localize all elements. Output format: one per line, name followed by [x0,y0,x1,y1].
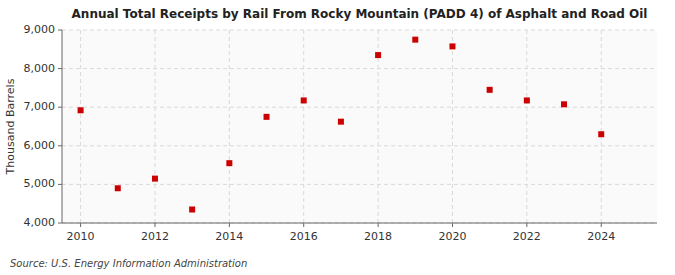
x-tick-label: 2012 [141,230,169,243]
points [78,37,605,213]
x-tick [80,223,81,227]
y-grid-line [62,145,657,146]
y-axis-line [62,30,63,223]
point [152,176,158,182]
x-tick-label: 2020 [438,230,466,243]
point [264,114,270,120]
x-tick [229,223,230,227]
y-tick [58,30,62,31]
x-tick [526,223,527,227]
x-grid-line [80,30,81,223]
plot-background [62,30,657,223]
x-grid-line [452,30,453,223]
x-tick-label: 2024 [587,230,615,243]
x-tick-label: 2014 [215,230,243,243]
x-grid-line [303,30,304,223]
grid [62,30,657,223]
x-tick [378,223,379,227]
chart-svg: 4,000 5,000 6,000 7,000 8,000 9,000 2010 2012 20… [0,0,675,275]
y-tick-label: 4,000 [24,216,56,229]
point [524,97,530,103]
x-tick-label: 2016 [290,230,318,243]
x-tick [452,223,453,227]
x-tick-label: 2010 [67,230,95,243]
x-grid-line [378,30,379,223]
point [412,37,418,43]
y-grid-line [62,30,657,31]
y-tick-label: 6,000 [24,139,56,152]
y-tick [58,107,62,108]
point [78,107,84,113]
y-grid-line [62,223,657,224]
y-grid-line [62,184,657,185]
y-tick [58,223,62,224]
point [598,131,604,137]
point [115,185,121,191]
y-tick-label: 8,000 [24,62,56,75]
x-grid-line [526,30,527,223]
point [375,52,381,58]
point [338,119,344,125]
y-axis-label: Thousand Barrels [4,78,17,175]
y-tick [58,184,62,185]
point [449,43,455,49]
x-tick-label: 2022 [513,230,541,243]
point [226,160,232,166]
y-tick-label: 7,000 [24,100,56,113]
source-note: Source: U.S. Energy Information Administ… [10,258,247,269]
x-tick [601,223,602,227]
axes: 4,000 5,000 6,000 7,000 8,000 9,000 2010 2012 20… [24,23,658,243]
point [561,101,567,107]
x-grid-line [601,30,602,223]
y-tick-label: 9,000 [24,23,56,36]
x-tick [303,223,304,227]
x-axis-line [62,223,657,224]
title: Annual Total Receipts by Rail From Rocky… [72,7,648,21]
point [487,87,493,93]
point [301,97,307,103]
y-grid-line [62,68,657,69]
x-grid-line [154,30,155,223]
chart-container: 4,000 5,000 6,000 7,000 8,000 9,000 2010 2012 20… [0,0,675,275]
point [189,206,195,212]
y-grid-line [62,107,657,108]
y-tick-label: 5,000 [24,177,56,190]
y-tick [58,145,62,146]
x-tick-label: 2018 [364,230,392,243]
x-tick [154,223,155,227]
y-tick [58,68,62,69]
x-grid-line [229,30,230,223]
